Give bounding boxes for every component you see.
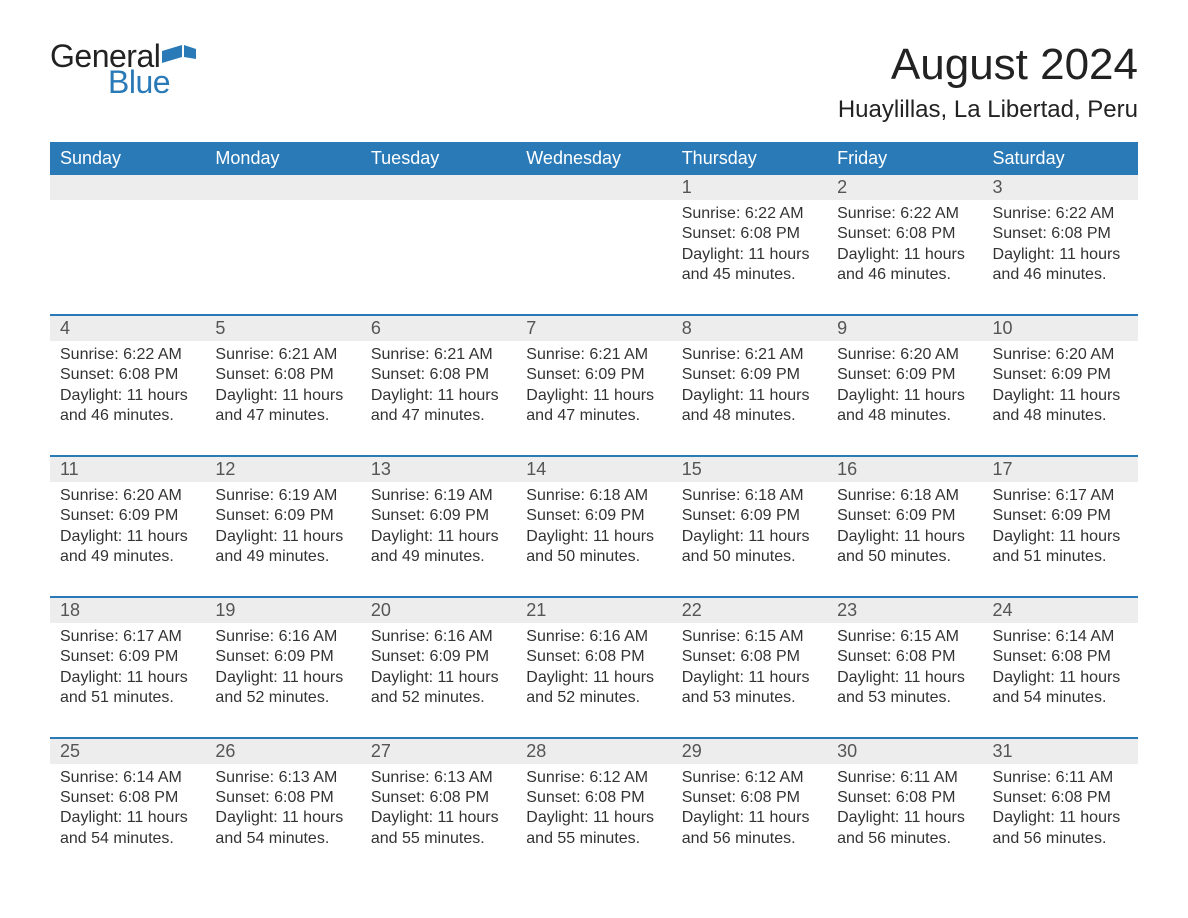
day-number: 18 (50, 598, 205, 623)
day-detail: Sunrise: 6:14 AMSunset: 6:08 PMDaylight:… (50, 764, 205, 878)
day-detail: Sunrise: 6:13 AMSunset: 6:08 PMDaylight:… (361, 764, 516, 878)
day-detail: Sunrise: 6:12 AMSunset: 6:08 PMDaylight:… (516, 764, 671, 878)
day-number: 16 (827, 457, 982, 482)
day-number: 2 (827, 175, 982, 200)
day-detail: Sunrise: 6:12 AMSunset: 6:08 PMDaylight:… (672, 764, 827, 878)
calendar-week: 11121314151617 (50, 456, 1138, 482)
day-detail: Sunrise: 6:22 AMSunset: 6:08 PMDaylight:… (983, 200, 1138, 314)
day-number: 10 (983, 316, 1138, 341)
day-detail (361, 231, 516, 283)
calendar-week-content: Sunrise: 6:22 AMSunset: 6:08 PMDaylight:… (50, 200, 1138, 315)
day-number (205, 175, 360, 200)
day-detail: Sunrise: 6:16 AMSunset: 6:09 PMDaylight:… (361, 623, 516, 737)
month-title: August 2024 (838, 40, 1138, 90)
day-number: 6 (361, 316, 516, 341)
calendar-week-content: Sunrise: 6:14 AMSunset: 6:08 PMDaylight:… (50, 764, 1138, 878)
day-detail: Sunrise: 6:19 AMSunset: 6:09 PMDaylight:… (205, 482, 360, 596)
calendar-week: 123 (50, 175, 1138, 200)
day-detail: Sunrise: 6:16 AMSunset: 6:08 PMDaylight:… (516, 623, 671, 737)
day-detail: Sunrise: 6:18 AMSunset: 6:09 PMDaylight:… (672, 482, 827, 596)
day-detail: Sunrise: 6:22 AMSunset: 6:08 PMDaylight:… (827, 200, 982, 314)
logo: General Blue (50, 40, 196, 98)
day-detail: Sunrise: 6:21 AMSunset: 6:09 PMDaylight:… (672, 341, 827, 455)
day-detail: Sunrise: 6:15 AMSunset: 6:08 PMDaylight:… (827, 623, 982, 737)
day-number: 7 (516, 316, 671, 341)
day-number: 3 (983, 175, 1138, 200)
day-number: 12 (205, 457, 360, 482)
day-number: 28 (516, 739, 671, 764)
day-detail: Sunrise: 6:22 AMSunset: 6:08 PMDaylight:… (50, 341, 205, 455)
day-number: 24 (983, 598, 1138, 623)
day-number (50, 175, 205, 200)
day-detail: Sunrise: 6:19 AMSunset: 6:09 PMDaylight:… (361, 482, 516, 596)
day-detail (205, 231, 360, 283)
page-header: General Blue August 2024 Huaylillas, La … (50, 40, 1138, 124)
day-number: 14 (516, 457, 671, 482)
calendar-week: 18192021222324 (50, 597, 1138, 623)
calendar-week-content: Sunrise: 6:17 AMSunset: 6:09 PMDaylight:… (50, 623, 1138, 738)
logo-text-blue: Blue (108, 66, 196, 98)
day-detail: Sunrise: 6:15 AMSunset: 6:08 PMDaylight:… (672, 623, 827, 737)
day-number: 13 (361, 457, 516, 482)
day-detail: Sunrise: 6:21 AMSunset: 6:08 PMDaylight:… (361, 341, 516, 455)
day-detail: Sunrise: 6:16 AMSunset: 6:09 PMDaylight:… (205, 623, 360, 737)
day-number: 21 (516, 598, 671, 623)
calendar-week: 45678910 (50, 315, 1138, 341)
calendar-week-content: Sunrise: 6:22 AMSunset: 6:08 PMDaylight:… (50, 341, 1138, 456)
day-detail: Sunrise: 6:18 AMSunset: 6:09 PMDaylight:… (827, 482, 982, 596)
day-number: 5 (205, 316, 360, 341)
weekday-header: Sunday (50, 142, 205, 175)
day-number: 15 (672, 457, 827, 482)
day-number: 29 (672, 739, 827, 764)
day-number: 4 (50, 316, 205, 341)
weekday-header: Friday (827, 142, 982, 175)
day-detail: Sunrise: 6:20 AMSunset: 6:09 PMDaylight:… (827, 341, 982, 455)
calendar-table: SundayMondayTuesdayWednesdayThursdayFrid… (50, 142, 1138, 877)
calendar-week-content: Sunrise: 6:20 AMSunset: 6:09 PMDaylight:… (50, 482, 1138, 597)
day-detail: Sunrise: 6:22 AMSunset: 6:08 PMDaylight:… (672, 200, 827, 314)
weekday-header: Tuesday (361, 142, 516, 175)
day-number: 22 (672, 598, 827, 623)
day-number: 26 (205, 739, 360, 764)
day-detail: Sunrise: 6:17 AMSunset: 6:09 PMDaylight:… (983, 482, 1138, 596)
day-number: 8 (672, 316, 827, 341)
day-number: 20 (361, 598, 516, 623)
day-number: 1 (672, 175, 827, 200)
day-number: 25 (50, 739, 205, 764)
weekday-header: Saturday (983, 142, 1138, 175)
day-detail: Sunrise: 6:18 AMSunset: 6:09 PMDaylight:… (516, 482, 671, 596)
day-number (516, 175, 671, 200)
day-detail: Sunrise: 6:11 AMSunset: 6:08 PMDaylight:… (827, 764, 982, 878)
day-detail: Sunrise: 6:20 AMSunset: 6:09 PMDaylight:… (50, 482, 205, 596)
title-block: August 2024 Huaylillas, La Libertad, Per… (838, 40, 1138, 124)
day-number: 23 (827, 598, 982, 623)
day-detail: Sunrise: 6:13 AMSunset: 6:08 PMDaylight:… (205, 764, 360, 878)
day-number: 19 (205, 598, 360, 623)
day-detail: Sunrise: 6:21 AMSunset: 6:09 PMDaylight:… (516, 341, 671, 455)
day-detail: Sunrise: 6:17 AMSunset: 6:09 PMDaylight:… (50, 623, 205, 737)
weekday-header: Thursday (672, 142, 827, 175)
weekday-header: Wednesday (516, 142, 671, 175)
day-detail: Sunrise: 6:21 AMSunset: 6:08 PMDaylight:… (205, 341, 360, 455)
day-number: 9 (827, 316, 982, 341)
day-detail: Sunrise: 6:20 AMSunset: 6:09 PMDaylight:… (983, 341, 1138, 455)
day-number: 11 (50, 457, 205, 482)
day-detail: Sunrise: 6:14 AMSunset: 6:08 PMDaylight:… (983, 623, 1138, 737)
day-detail (516, 231, 671, 283)
day-number: 17 (983, 457, 1138, 482)
day-number: 27 (361, 739, 516, 764)
calendar-week: 25262728293031 (50, 738, 1138, 764)
weekday-header-row: SundayMondayTuesdayWednesdayThursdayFrid… (50, 142, 1138, 175)
weekday-header: Monday (205, 142, 360, 175)
location-subtitle: Huaylillas, La Libertad, Peru (838, 96, 1138, 124)
day-number: 30 (827, 739, 982, 764)
day-detail (50, 231, 205, 283)
day-number: 31 (983, 739, 1138, 764)
day-detail: Sunrise: 6:11 AMSunset: 6:08 PMDaylight:… (983, 764, 1138, 878)
day-number (361, 175, 516, 200)
